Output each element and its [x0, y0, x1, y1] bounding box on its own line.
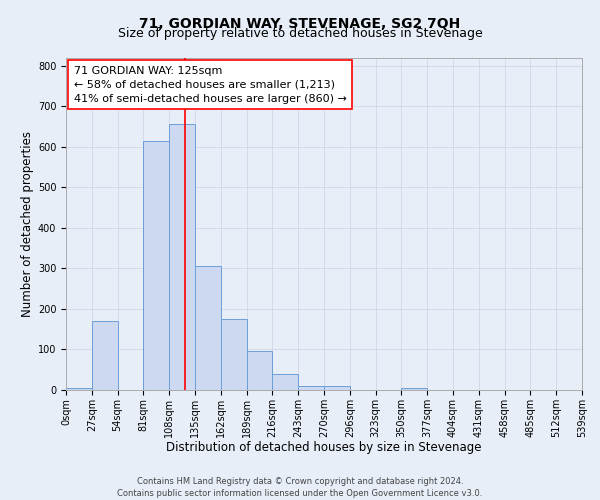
Bar [66, 388, 92, 390]
Bar [169, 124, 195, 390]
Y-axis label: Number of detached properties: Number of detached properties [20, 130, 34, 317]
Text: Contains HM Land Registry data © Crown copyright and database right 2024.
Contai: Contains HM Land Registry data © Crown c… [118, 476, 482, 498]
Bar [298, 386, 324, 390]
X-axis label: Distribution of detached houses by size in Stevenage: Distribution of detached houses by size … [166, 441, 482, 454]
Bar [92, 321, 118, 390]
Text: 71 GORDIAN WAY: 125sqm
← 58% of detached houses are smaller (1,213)
41% of semi-: 71 GORDIAN WAY: 125sqm ← 58% of detached… [74, 66, 347, 104]
Bar [195, 266, 221, 390]
Text: 71, GORDIAN WAY, STEVENAGE, SG2 7QH: 71, GORDIAN WAY, STEVENAGE, SG2 7QH [139, 18, 461, 32]
Text: Size of property relative to detached houses in Stevenage: Size of property relative to detached ho… [118, 28, 482, 40]
Bar [401, 388, 427, 390]
Bar [143, 140, 169, 390]
Bar [324, 386, 350, 390]
Bar [247, 350, 272, 390]
Bar [221, 319, 247, 390]
Bar [272, 374, 298, 390]
